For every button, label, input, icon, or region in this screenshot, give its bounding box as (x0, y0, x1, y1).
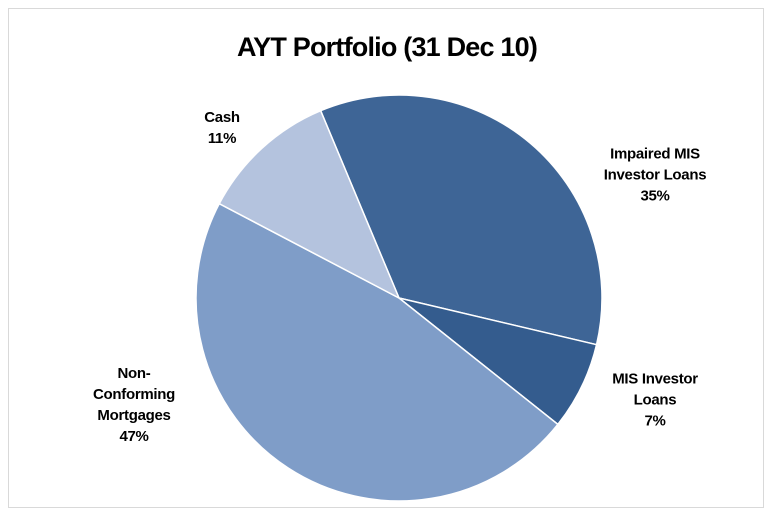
pie-slice (319, 94, 603, 346)
slice-name: Impaired MIS Investor Loans (603, 145, 707, 184)
chart-title: AYT Portfolio (31 Dec 10) (236, 32, 538, 62)
slice-value: 11% (207, 130, 237, 147)
slice-value: 47% (119, 428, 149, 445)
slice-label: Cash 11% (162, 107, 282, 149)
slice-value: 7% (644, 412, 666, 430)
slice-label: Non-Conforming Mortgages 47% (84, 363, 184, 447)
slice-name: Non-Conforming Mortgages (93, 365, 175, 424)
pie-slice (218, 109, 401, 300)
slice-label: MIS Investor Loans 7% (595, 369, 715, 432)
pie-slice (195, 202, 559, 502)
slice-name: Cash (204, 109, 240, 126)
slice-label: Impaired MIS Investor Loans 35% (595, 144, 715, 207)
slice-name: MIS Investor Loans (612, 370, 698, 409)
slice-value: 35% (640, 187, 670, 205)
chart-frame (8, 8, 764, 508)
